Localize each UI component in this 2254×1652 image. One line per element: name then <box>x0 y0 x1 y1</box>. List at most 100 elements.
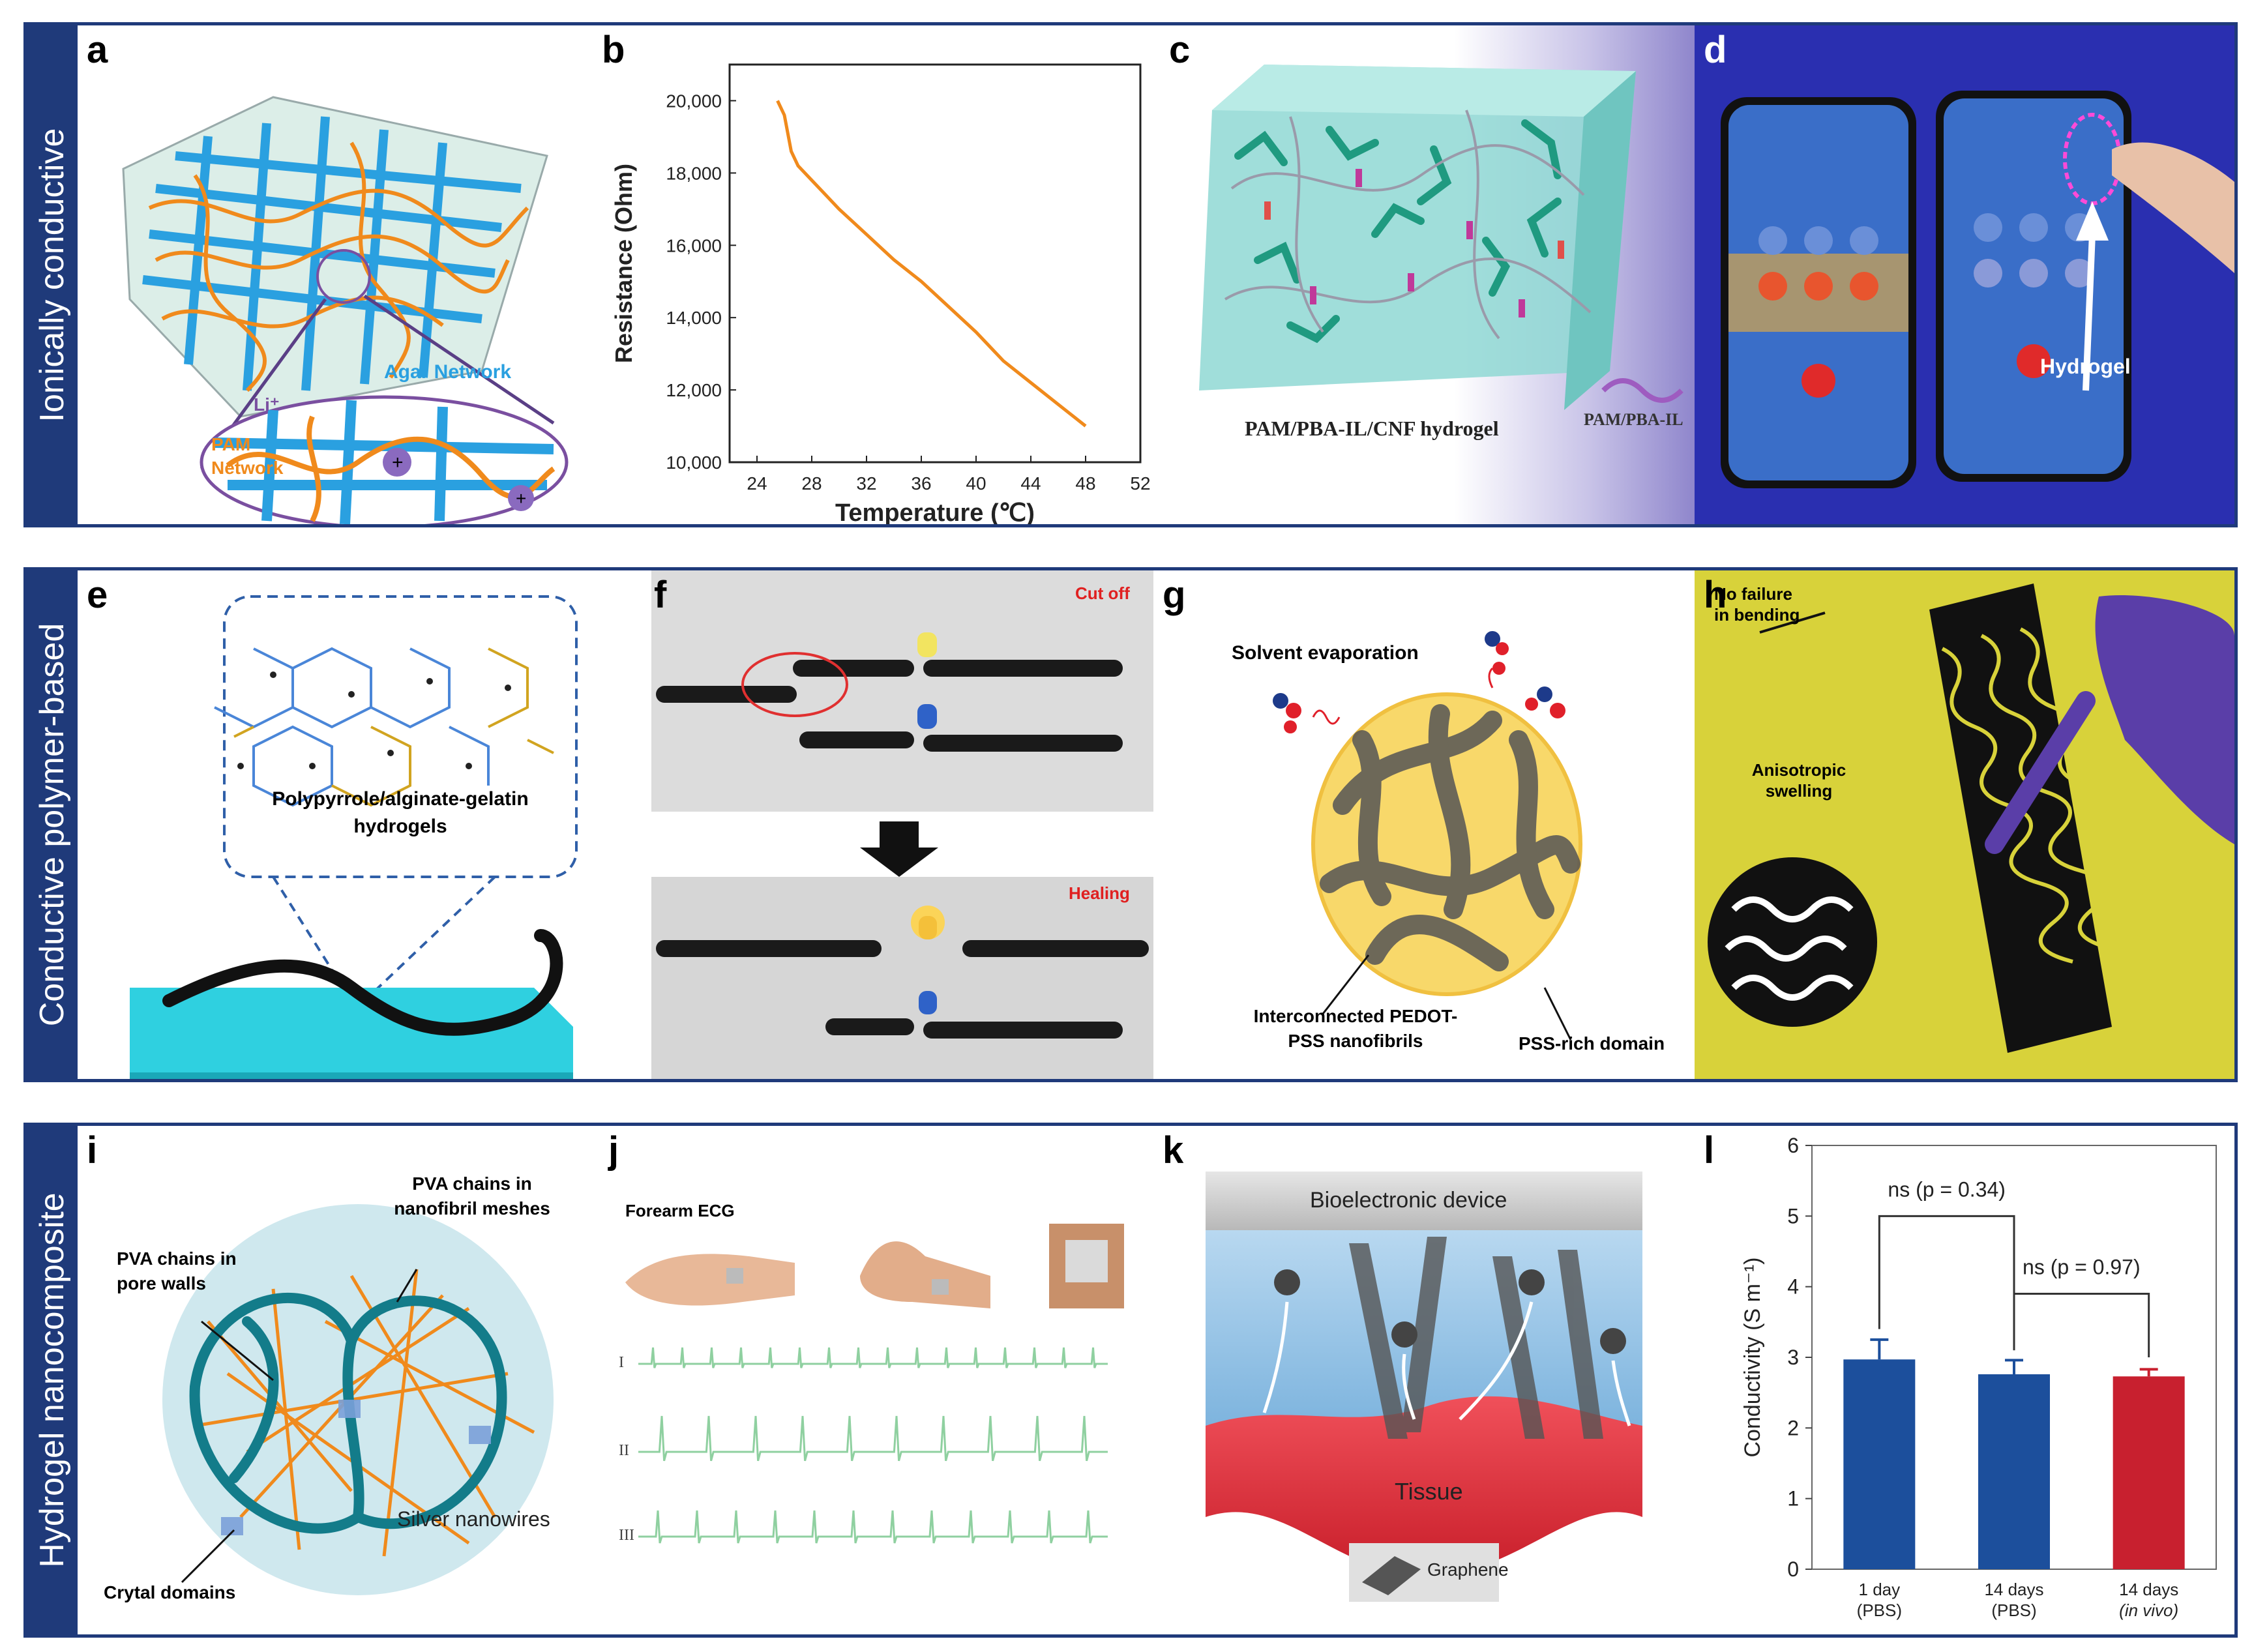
row-label: Ionically conductive <box>27 25 78 524</box>
significance-bracket-2 <box>2013 1293 2150 1357</box>
hydrogel-network-schematic: + + <box>122 96 569 524</box>
y-tick-label: 1 <box>1787 1487 1799 1511</box>
significance-bracket-1 <box>1878 1215 2015 1351</box>
resistance-temperature-chart: 24 28 32 36 40 44 48 52 10,000 12,000 14,000 16,000… <box>610 63 1151 524</box>
bar-3 <box>2113 1376 2185 1569</box>
panel-e: e Polypyrrole/alginate-gelatin hydrogels <box>78 570 645 1079</box>
x-tick-label: 1 day <box>1859 1580 1901 1599</box>
panel-letter: b <box>602 29 625 71</box>
panel-h: h No failure in bending Anisotropic swel… <box>1695 570 2234 1079</box>
y-tick-label: 14,000 <box>666 308 722 328</box>
panel-letter: k <box>1163 1129 1184 1172</box>
pva-pore-wall-label: PVA chains in pore walls <box>117 1248 237 1293</box>
ecg-lead-3: III <box>619 1527 634 1544</box>
panel-letter: e <box>87 574 108 616</box>
x-tick-label: 48 <box>1075 473 1095 494</box>
forearm-ecg-title: Forearm ECG <box>625 1201 735 1220</box>
panel-k: k Bioelectronic device Tissue Graphene <box>1153 1126 1695 1634</box>
panel-c: c PAM/PBA-IL/CNF hydrogel PAM/PBA-IL <box>1160 25 1695 524</box>
x-tick-label: 28 <box>801 473 822 494</box>
y-tick-label: 4 <box>1787 1275 1799 1299</box>
pam-pba-il-cnf-hydrogel-schematic <box>1199 65 1683 410</box>
y-tick-label: 18,000 <box>666 163 722 183</box>
x-axis-label: Temperature (℃) <box>835 499 1035 524</box>
solvent-evaporation-label: Solvent evaporation <box>1232 642 1419 664</box>
panel-b: b 24 28 32 36 40 44 48 52 10,000 12,000 14,000 16,0… <box>593 25 1160 524</box>
y-tick-label: 5 <box>1787 1204 1799 1228</box>
x-tick-label: 14 days <box>2119 1580 2178 1599</box>
panel-f: f Cut off Healing <box>645 570 1153 1079</box>
bar-2 <box>1978 1374 2050 1569</box>
y-axis-label: Resistance (Ohm) <box>610 164 637 363</box>
panel-letter: c <box>1169 29 1191 71</box>
panel-a: a + <box>78 25 593 524</box>
polypyrrole-label: Polypyrrole/alginate-gelatin hydrogels <box>272 788 529 837</box>
silver-nanowires-label: Silver nanowires <box>397 1507 550 1531</box>
interconnected-label: Interconnected PEDOT-PSS nanofibrils <box>1253 1006 1458 1051</box>
panel-letter: i <box>87 1129 98 1172</box>
y-axis-label: Conductivity (S m⁻¹) <box>1740 1258 1765 1458</box>
row-conductive-polymer: Conductive polymer-based e Polypyrrole/a… <box>23 567 2238 1082</box>
row-ionically-conductive: Ionically conductive a <box>23 22 2238 527</box>
silver-nanowire-hydrogel-schematic <box>162 1204 554 1595</box>
row-label: Conductive polymer-based <box>27 570 78 1079</box>
row-label-text: Ionically conductive <box>33 128 71 422</box>
x-tick-label: 24 <box>747 473 767 494</box>
x-tick-label: 14 days <box>1984 1580 2043 1599</box>
ecg-lead-2: II <box>619 1442 629 1459</box>
row-label-text: Conductive polymer-based <box>33 623 71 1027</box>
panel-letter: d <box>1704 29 1727 71</box>
plot-frame <box>728 63 1142 464</box>
y-tick-label: 6 <box>1787 1134 1799 1157</box>
self-healing-led-photos <box>651 570 1153 1079</box>
y-tick-label: 3 <box>1787 1346 1799 1369</box>
smartphones-photo <box>1721 91 2234 488</box>
graphene-label: Graphene <box>1427 1559 1509 1580</box>
significance-label-1: ns (p = 0.34) <box>1888 1177 2006 1201</box>
panel-i: i PVA chains in nanofibril meshes PVA ch… <box>78 1126 599 1634</box>
row-hydrogel-nanocomposite: Hydrogel nanocomposite i PVA chains in n… <box>23 1123 2238 1638</box>
polypyrrole-hydrogel-schematic <box>130 595 578 1079</box>
panel-letter: h <box>1704 574 1727 616</box>
x-tick-label: 44 <box>1020 473 1041 494</box>
x-tick-label: 36 <box>911 473 931 494</box>
resistance-series-line <box>776 100 1087 428</box>
panel-d: d Hydrogel <box>1695 25 2234 524</box>
y-tick-label: 0 <box>1787 1557 1799 1581</box>
pva-nanofibril-label: PVA chains in nanofibril meshes <box>394 1173 550 1218</box>
no-failure-label: No failure in bending <box>1714 584 1800 625</box>
pam-network-label: PAM Network <box>211 434 284 478</box>
li-ion-label: Li⁺ <box>254 394 280 415</box>
bar-1 <box>1843 1359 1916 1569</box>
cut-off-label: Cut off <box>1075 583 1130 603</box>
panel-letter: f <box>654 574 667 616</box>
panel-letter: l <box>1704 1129 1715 1172</box>
x-tick-label: (PBS) <box>1857 1600 1902 1620</box>
row-label-text: Hydrogel nanocomposite <box>33 1192 71 1568</box>
y-tick-label: 10,000 <box>666 452 722 473</box>
bioelectronic-interface-schematic <box>1206 1172 1642 1602</box>
healing-label: Healing <box>1069 883 1130 903</box>
x-tick-label: 40 <box>966 473 986 494</box>
bending-anisotropic-photo <box>1708 583 2234 1053</box>
pss-rich-domain-label: PSS-rich domain <box>1519 1033 1665 1054</box>
x-tick-label: 52 <box>1130 473 1150 494</box>
agar-network-label: Agar Network <box>384 361 512 383</box>
panel-letter: a <box>87 29 108 71</box>
pedot-pss-nanofibril-schematic <box>1273 631 1582 1040</box>
row-label: Hydrogel nanocomposite <box>27 1126 78 1634</box>
svg-text:+: + <box>516 488 526 509</box>
y-tick-label: 2 <box>1787 1416 1799 1439</box>
y-tick-label: 12,000 <box>666 380 722 400</box>
pam-pba-il-legend: PAM/PBA-IL <box>1584 410 1683 429</box>
bioelectronic-device-label: Bioelectronic device <box>1310 1188 1507 1213</box>
panel-letter: j <box>608 1129 619 1172</box>
y-tick-label: 20,000 <box>666 91 722 111</box>
forearm-ecg-traces <box>625 1224 1124 1544</box>
y-tick-label: 16,000 <box>666 235 722 256</box>
x-tick-label: (in vivo) <box>2119 1600 2178 1620</box>
crystal-domains-label: Crytal domains <box>104 1582 236 1602</box>
ecg-lead-1: I <box>619 1354 624 1371</box>
x-tick-label: 32 <box>856 473 876 494</box>
